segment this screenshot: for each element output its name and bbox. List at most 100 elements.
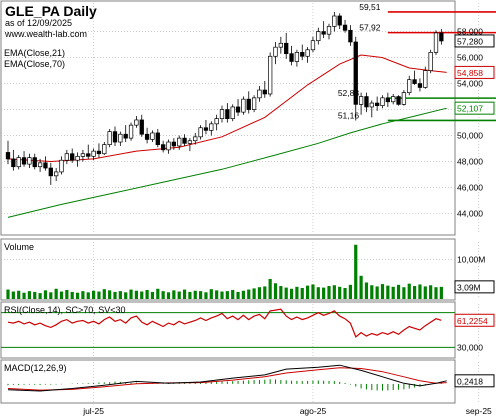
candle-up (273, 46, 278, 57)
legend-ema21: EMA(Close,21) (4, 48, 65, 58)
candle-down (86, 153, 91, 157)
volume-bar (102, 289, 106, 299)
candle-down (321, 31, 326, 35)
price-y-tick-label: 56,000 (457, 53, 483, 63)
volume-bar (75, 292, 80, 299)
candle-up (257, 89, 262, 99)
candle-up (64, 153, 70, 161)
macd-layer (7, 364, 447, 392)
macd-last-value-tag-box (454, 374, 495, 388)
volume-bar (220, 291, 224, 299)
candle-down (337, 15, 342, 26)
candle-up (310, 40, 316, 51)
rsi-last-value-tag-box (454, 313, 495, 327)
candle-up (198, 127, 203, 138)
volume-bar (193, 290, 197, 299)
volume-bar (59, 291, 64, 299)
candle-down (246, 98, 251, 110)
candle-up (433, 32, 439, 53)
volume-bar (343, 287, 347, 299)
rsi-last-value-tag: 61,2254 (457, 316, 488, 326)
volume-bar (311, 284, 315, 299)
volume-bar (322, 287, 326, 299)
volume-last-value-tag-box (454, 280, 495, 294)
rsi-panel-title: RSI(Close,14), SC>70, SV<30 (4, 305, 126, 315)
candle-up (219, 109, 225, 119)
candle-up (80, 153, 86, 157)
rsi-y-tick-label: 30,000 (457, 342, 483, 352)
candle-down (96, 150, 102, 155)
volume-bar (402, 287, 406, 299)
candle-up (37, 162, 43, 168)
volume-bar (332, 285, 336, 299)
volume-bar (418, 284, 422, 299)
candle-down (32, 157, 37, 168)
candle-up (380, 97, 385, 107)
candle-down (21, 157, 27, 165)
candle-up (316, 31, 321, 42)
volume-bar (413, 286, 417, 299)
volume-bar (279, 286, 283, 299)
volume-bar (391, 286, 395, 299)
candle-up (278, 42, 283, 48)
volume-bar (407, 283, 411, 299)
candle-down (348, 29, 353, 43)
volume-bar (327, 286, 331, 299)
candle-down (203, 127, 209, 131)
candle-down (43, 162, 48, 169)
candle-down (139, 119, 144, 135)
candle-down (342, 24, 348, 31)
candle-down (300, 52, 305, 57)
volume-bar (22, 292, 26, 299)
x-month-label: ago-25 (300, 406, 327, 416)
candle-up (27, 157, 32, 165)
volume-bar (209, 289, 213, 299)
price-last-value-tag: 52,107 (457, 104, 483, 114)
volume-bar (70, 291, 74, 299)
candle-down (417, 83, 423, 88)
volume-bar (423, 286, 427, 299)
volume-bar (268, 278, 272, 299)
candle-up (166, 141, 171, 151)
volume-bar (284, 287, 288, 299)
volume-panel (0, 238, 456, 301)
candle-up (209, 123, 214, 131)
rsi-line (7, 308, 442, 338)
volume-bar (289, 288, 294, 299)
candle-up (241, 98, 246, 113)
level-annotation: 59,51 (359, 2, 381, 12)
candle-up (332, 15, 337, 27)
candle-down (70, 153, 75, 161)
price-y-tick-label: 58,000 (457, 27, 483, 37)
candle-down (171, 141, 177, 147)
candle-up (251, 97, 257, 110)
candle-down (353, 41, 358, 105)
volume-bar (11, 291, 15, 299)
volume-bar (306, 285, 310, 299)
candle-up (305, 49, 310, 57)
volume-bar (97, 291, 101, 299)
candle-up (214, 118, 219, 125)
level-annotation: 51,16 (338, 110, 360, 120)
levels-layer (387, 11, 496, 122)
volume-bar (124, 292, 128, 299)
price-y-tick-label: 44,000 (457, 209, 483, 219)
volume-bar (172, 290, 176, 299)
volume-bar (348, 284, 352, 299)
volume-bar (129, 289, 133, 299)
price-last-value-tag: 57,280 (457, 36, 483, 46)
volume-bar (182, 289, 187, 299)
candle-up (134, 119, 139, 126)
candle-down (48, 167, 53, 177)
volume-bar (429, 285, 433, 299)
price-last-value-tag: 54,858 (457, 68, 483, 78)
volume-bar (161, 291, 165, 299)
volume-bar (177, 291, 181, 299)
candle-down (262, 89, 267, 95)
volume-bar (134, 290, 138, 299)
candle-up (187, 140, 193, 144)
volume-bar (396, 284, 401, 299)
candle-down (144, 133, 150, 140)
volume-bar (113, 291, 117, 299)
